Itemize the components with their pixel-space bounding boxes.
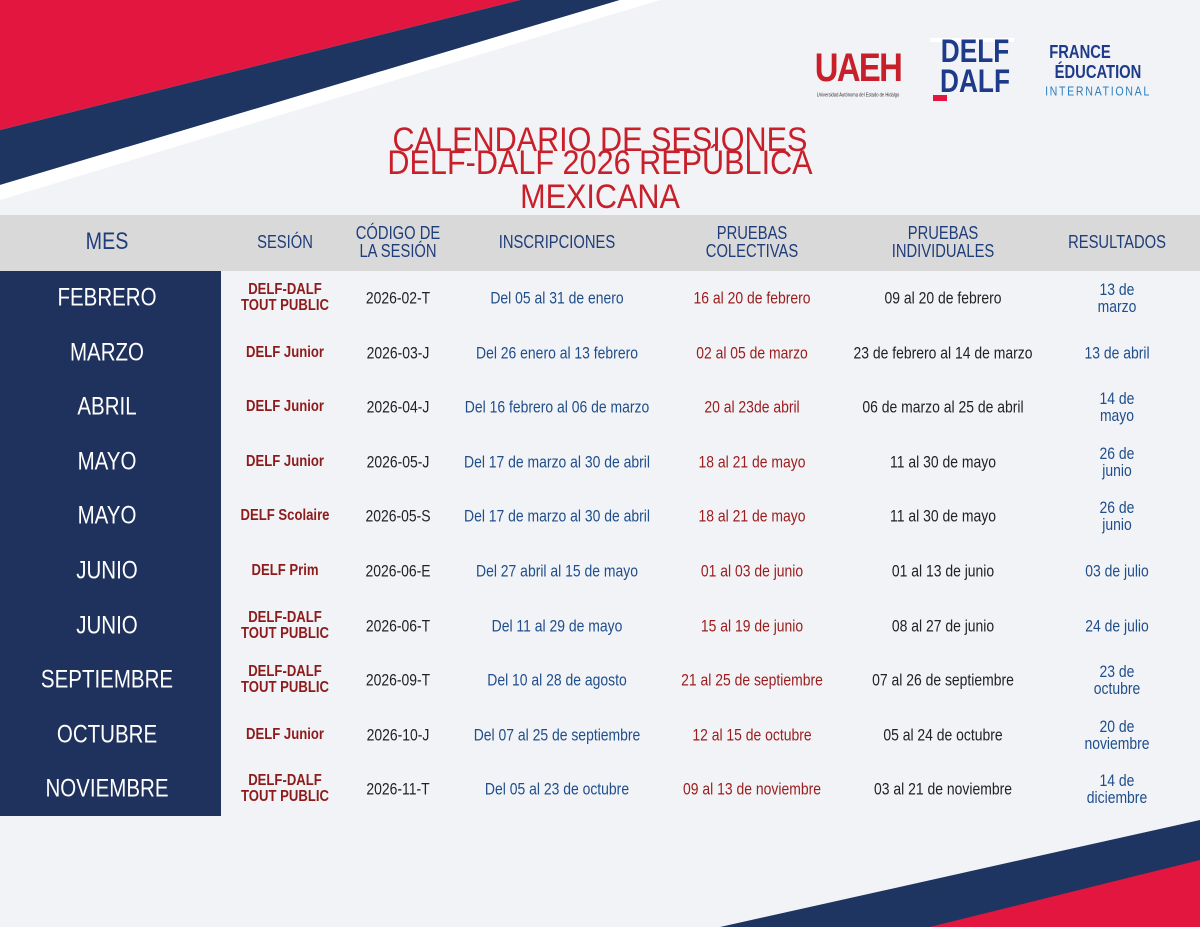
title: CALENDARIO DE SESIONES	[392, 121, 808, 159]
month: JUNIO	[76, 611, 138, 640]
uaeh-subtitle: Universidad Autónoma del Estado de Hidal…	[816, 92, 900, 99]
title: DELF-DALF 2026 REPÚBLICA MEXICANA	[387, 144, 813, 216]
session: DELF Junior	[246, 398, 324, 416]
header-individuales: PRUEBAS INDIVIDUALES	[891, 223, 995, 261]
session: DELF-DALF TOUT PUBLIC	[241, 772, 329, 806]
results: 26 de junio	[1099, 443, 1135, 480]
registration: Del 07 al 25 de septiembre	[473, 725, 641, 745]
code: 2026-04-J	[366, 397, 430, 417]
group-tests: 01 al 03 de junio	[700, 561, 804, 581]
fei-logo: INTERNATIONAL	[1045, 83, 1151, 99]
header-inscripciones: INSCRIPCIONES	[498, 232, 616, 252]
individual-tests: 01 al 13 de junio	[891, 561, 995, 581]
registration: Del 05 al 31 de enero	[490, 288, 624, 308]
group-tests: 21 al 25 de septiembre	[681, 670, 823, 690]
individual-tests: 23 de febrero al 14 de marzo	[853, 343, 1033, 363]
code: 2026-09-T	[365, 670, 431, 690]
fei-logo: ÉDUCATION	[1054, 62, 1142, 82]
session: DELF Prim	[251, 562, 319, 579]
header-resultados: RESULTADOS	[1068, 232, 1166, 252]
code: 2026-10-J	[366, 725, 430, 745]
header-mes: MES	[85, 228, 129, 255]
registration: Del 17 de marzo al 30 de abril	[464, 506, 650, 526]
header-colectivas: PRUEBAS COLECTIVAS	[705, 223, 799, 261]
code: 2026-03-J	[366, 343, 430, 363]
registration: Del 16 febrero al 06 de marzo	[464, 397, 650, 417]
code: 2026-06-E	[365, 561, 431, 581]
individual-tests: 05 al 24 de octubre	[883, 725, 1003, 745]
individual-tests: 08 al 27 de junio	[891, 616, 995, 636]
results: 26 de junio	[1099, 498, 1135, 535]
registration: Del 05 al 23 de octubre	[484, 779, 630, 799]
month: NOVIEMBRE	[45, 774, 169, 803]
group-tests: 15 al 19 de junio	[700, 616, 804, 636]
group-tests: 02 al 05 de marzo	[696, 343, 808, 363]
header-codigo: CÓDIGO DE LA SESIÓN	[355, 223, 441, 261]
month: OCTUBRE	[56, 720, 158, 749]
registration: Del 17 de marzo al 30 de abril	[464, 452, 650, 472]
fei-logo: FRANCE	[1049, 42, 1111, 62]
code: 2026-05-S	[365, 506, 431, 526]
group-tests: 18 al 21 de mayo	[698, 506, 806, 526]
session: DELF Scolaire	[240, 507, 330, 525]
individual-tests: 11 al 30 de mayo	[890, 452, 996, 472]
session: DELF Junior	[246, 343, 324, 361]
results: 24 de julio	[1085, 616, 1149, 636]
group-tests: 16 al 20 de febrero	[693, 288, 811, 308]
code: 2026-05-J	[366, 452, 430, 472]
results: 13 de abril	[1084, 343, 1150, 363]
results: 14 de mayo	[1099, 389, 1135, 426]
individual-tests: 06 de marzo al 25 de abril	[862, 397, 1024, 417]
dalf-logo: DALF	[940, 63, 1010, 99]
code: 2026-11-T	[366, 779, 430, 799]
month: JUNIO	[76, 556, 138, 585]
session: DELF-DALF TOUT PUBLIC	[241, 663, 329, 697]
month: ABRIL	[77, 392, 137, 421]
delf-logo: DELF	[940, 33, 1010, 69]
results: 14 de diciembre	[1086, 771, 1148, 808]
group-tests: 20 al 23de abril	[704, 397, 800, 417]
month: MARZO	[69, 338, 145, 367]
group-tests: 09 al 13 de noviembre	[683, 779, 821, 799]
session: DELF-DALF TOUT PUBLIC	[241, 281, 329, 314]
session: DELF Junior	[246, 452, 324, 470]
month: FEBRERO	[57, 283, 157, 312]
registration: Del 10 al 28 de agosto	[487, 670, 627, 690]
group-tests: 18 al 21 de mayo	[698, 452, 806, 472]
code: 2026-02-T	[365, 288, 431, 308]
group-tests: 12 al 15 de octubre	[692, 725, 812, 745]
header-sesion: SESIÓN	[257, 232, 313, 252]
session: DELF Junior	[246, 725, 324, 743]
uaeh-logo: UAEH	[814, 46, 903, 90]
results: 03 de julio	[1085, 561, 1149, 581]
month: SEPTIEMBRE	[40, 665, 174, 694]
individual-tests: 03 al 21 de noviembre	[874, 779, 1012, 799]
month: MAYO	[77, 501, 137, 530]
registration: Del 27 abril al 15 de mayo	[476, 561, 638, 581]
registration: Del 26 enero al 13 febrero	[476, 343, 638, 363]
code: 2026-06-T	[365, 616, 431, 636]
results: 23 de octubre	[1093, 662, 1141, 699]
session: DELF-DALF TOUT PUBLIC	[241, 608, 329, 642]
registration: Del 11 al 29 de mayo	[491, 616, 623, 636]
individual-tests: 07 al 26 de septiembre	[872, 670, 1014, 690]
month: MAYO	[77, 447, 137, 476]
individual-tests: 09 al 20 de febrero	[884, 288, 1002, 308]
results: 20 de noviembre	[1084, 716, 1150, 753]
individual-tests: 11 al 30 de mayo	[890, 506, 996, 526]
results: 13 de marzo	[1097, 280, 1137, 316]
